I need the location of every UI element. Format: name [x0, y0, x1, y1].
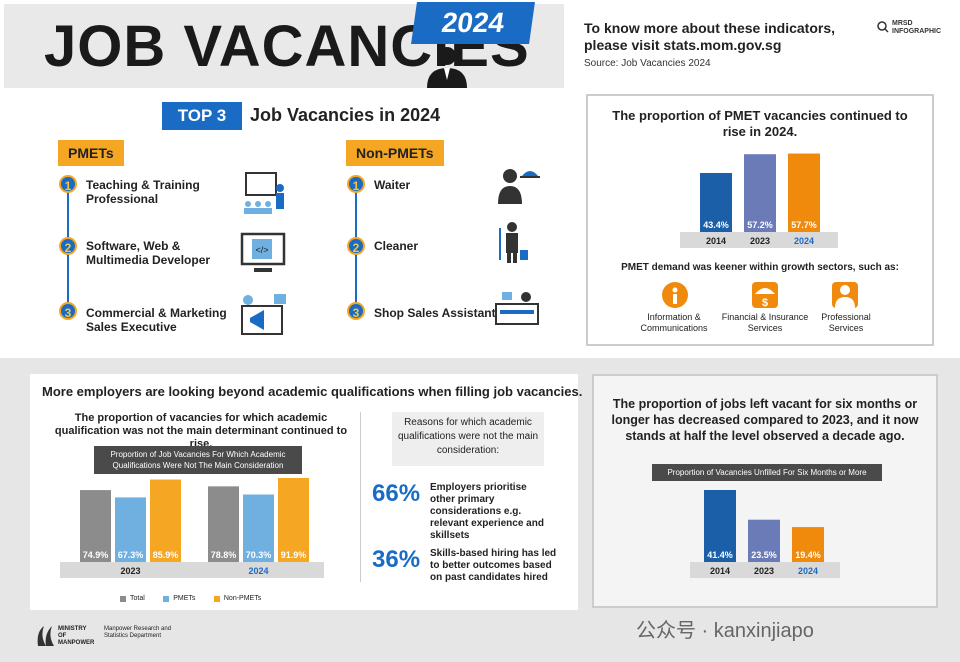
ministry-text: MINISTRY OF MANPOWER [58, 626, 95, 646]
sector-label-professional: Professional Services [821, 312, 871, 333]
bar-Total-2024 [208, 486, 239, 562]
bar-Total-2023 [80, 490, 111, 562]
svg-text:</>: </> [255, 245, 268, 255]
bar-value-label: 23.5% [751, 550, 777, 560]
reason2-text: Skills-based hiring has led to better ou… [430, 548, 557, 583]
dept-text: Manpower Research and Statistics Departm… [104, 626, 172, 639]
shop-counter-icon [495, 292, 539, 325]
nonpmet-job-2: Cleaner [374, 239, 419, 253]
developer-monitor-icon: </> [240, 232, 286, 272]
marketing-icon [241, 294, 286, 335]
top3-title: Job Vacancies in 2024 [250, 105, 441, 125]
person-icon [427, 47, 467, 88]
svg-text:$: $ [762, 297, 768, 308]
legend-nonpmets: Non-PMETs [223, 595, 262, 603]
axis-tick-label: 2014 [710, 566, 730, 576]
rank-3-badge-nonpmet: 3 [347, 302, 365, 320]
bar-PMETs-2023 [115, 497, 146, 562]
cleaner-icon [499, 222, 528, 263]
axis-strip [690, 562, 840, 578]
bar-value-label: 67.3% [118, 550, 144, 560]
rank-2-badge-nonpmet: 2 [347, 237, 365, 255]
mrsd-logo-text: MRSD INFOGRAPHIC [892, 20, 941, 35]
bar-value-label: 78.8% [211, 550, 237, 560]
year-badge: 2024 [411, 2, 535, 44]
academic-chart-legend: Total PMETs Non-PMETs [120, 590, 275, 608]
rank-1-badge-nonpmet: 1 [347, 175, 365, 193]
reason1-text: Employers prioritise other primary consi… [430, 482, 544, 541]
top3-banner: TOP 3 [162, 102, 242, 130]
legend-nonpmets-swatch [213, 595, 220, 602]
finance-umbrella-icon: $ [752, 282, 778, 309]
watermark-text: 公众号 · kanxinjiapo [636, 620, 814, 642]
bar-value-label: 74.9% [83, 550, 109, 560]
reasons-title: Reasons for which academic qualification… [392, 412, 544, 466]
axis-tick-label: 2024 [798, 566, 818, 576]
bar-Non-PMETs-2024 [278, 478, 309, 562]
bar-2024 [792, 527, 824, 562]
bar-2014 [704, 490, 736, 562]
pmet-proportion-chart: 43.4% 2014 57.2% 2023 57.7% 2024 [680, 153, 838, 248]
axis-tick-label: 2014 [706, 236, 726, 246]
bar-value-label: 91.9% [281, 550, 307, 560]
rank-2-badge: 2 [59, 237, 77, 255]
bar-2023 [748, 519, 780, 562]
longterm-chart: 41.4% 2014 23.5% 2023 19.4% 2024 [690, 490, 840, 578]
legend-total: Total [130, 595, 145, 603]
nonpmet-job-3: Shop Sales Assistant [374, 306, 496, 320]
rank-1-badge: 1 [59, 175, 77, 193]
bar-PMETs-2024 [243, 494, 274, 562]
bar-2014 [700, 172, 732, 232]
bar-value-label: 41.4% [707, 550, 733, 560]
sector-label-info: Information & Communications [640, 312, 708, 333]
pmet-panel-title: The proportion of PMET vacancies continu… [612, 108, 908, 139]
legend-total-swatch [120, 595, 126, 602]
legend-pmets-swatch [163, 595, 170, 602]
nonpmet-job-1: Waiter [374, 178, 411, 192]
waiter-icon [498, 169, 540, 204]
sector-label-finance: Financial & Insurance Services [721, 312, 809, 333]
magnifier-icon [877, 21, 889, 33]
axis-tick-label: 2024 [248, 566, 268, 576]
axis-tick-label: 2023 [120, 566, 140, 576]
axis-strip [60, 562, 324, 578]
pmet-job-2: Software, Web & Multimedia Developer [86, 239, 211, 267]
source-text: Source: Job Vacancies 2024 [584, 58, 711, 69]
longterm-title: The proportion of jobs left vacant for s… [611, 397, 919, 443]
rank-3-badge: 3 [59, 302, 77, 320]
pmet-job-3: Commercial & Marketing Sales Executive [86, 306, 227, 334]
divider [360, 412, 361, 582]
axis-tick-label: 2023 [754, 566, 774, 576]
professional-icon [832, 282, 858, 308]
bar-value-label: 57.2% [747, 220, 773, 230]
axis-tick-label: 2023 [750, 236, 770, 246]
pmets-label: PMETs [58, 140, 124, 166]
bar-value-label: 19.4% [795, 550, 821, 560]
bar-Non-PMETs-2023 [150, 479, 181, 562]
bar-value-label: 70.3% [246, 550, 272, 560]
bar-value-label: 43.4% [703, 220, 729, 230]
teacher-icon [244, 172, 284, 214]
reason1-percent: 66% [372, 480, 421, 507]
reason2-percent: 36% [372, 546, 421, 573]
information-icon [662, 282, 688, 308]
mom-logo-icon [37, 626, 54, 646]
legend-pmets: PMETs [173, 595, 196, 603]
axis-strip [680, 232, 838, 248]
bar-value-label: 57.7% [791, 220, 817, 230]
axis-tick-label: 2024 [794, 236, 814, 246]
info-text: To know more about these indicators, ple… [584, 20, 835, 53]
nonpmets-label: Non-PMETs [346, 140, 444, 166]
longterm-chart-label: Proportion of Vacancies Unfilled For Six… [652, 464, 882, 481]
pmet-job-1: Teaching & Training Professional [86, 178, 200, 206]
bar-2023 [744, 154, 776, 232]
bar-2024 [788, 153, 820, 232]
academic-chart-label: Proportion of Job Vacancies For Which Ac… [94, 446, 302, 474]
bar-value-label: 85.9% [153, 550, 179, 560]
academic-headline: More employers are looking beyond academ… [42, 384, 583, 399]
academic-chart: 74.9% 67.3% 85.9% 2023 78.8% 70.3% 91.9% 2024 [60, 478, 324, 578]
growth-sectors-text: PMET demand was keener within growth sec… [621, 262, 899, 273]
